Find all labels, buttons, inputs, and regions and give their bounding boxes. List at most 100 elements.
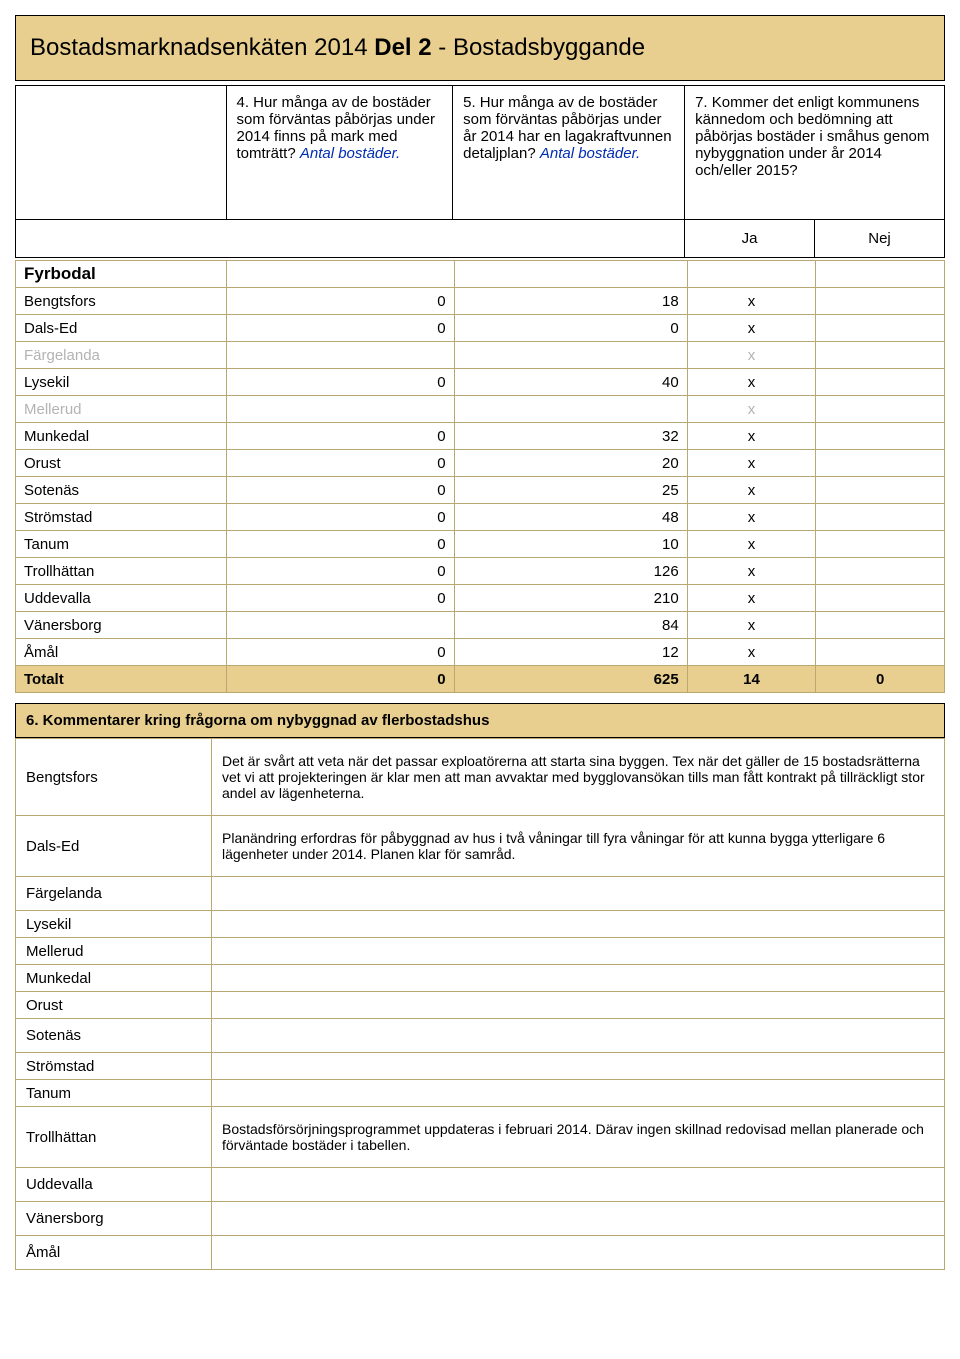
- cell-c4: [227, 342, 455, 369]
- cell-nej: [816, 558, 945, 585]
- comment-name: Orust: [16, 992, 212, 1019]
- comment-text: [212, 1019, 945, 1053]
- cell-ja: [687, 261, 816, 288]
- cell-ja: x: [687, 639, 816, 666]
- cell-c5: [454, 342, 687, 369]
- table-row: Munkedal032x: [16, 423, 945, 450]
- question-4: 4. Hur många av de bostäder som förvänta…: [226, 86, 453, 220]
- comment-row: Vänersborg: [16, 1202, 945, 1236]
- comment-text: [212, 877, 945, 911]
- cell-c5: 40: [454, 369, 687, 396]
- comment-text: Planändring erfordras för påbyggnad av h…: [212, 816, 945, 877]
- table-row: Vänersborg84x: [16, 612, 945, 639]
- table-row: Lysekil040x: [16, 369, 945, 396]
- cell-c4: 0: [227, 288, 455, 315]
- cell-c5: 126: [454, 558, 687, 585]
- table-row: Trollhättan0126x: [16, 558, 945, 585]
- cell-c5: 210: [454, 585, 687, 612]
- cell-name: Uddevalla: [16, 585, 227, 612]
- subhead-nej: Nej: [815, 220, 945, 258]
- cell-nej: [816, 612, 945, 639]
- comment-row: Uddevalla: [16, 1168, 945, 1202]
- cell-nej: [816, 342, 945, 369]
- comment-name: Uddevalla: [16, 1168, 212, 1202]
- q5-blue: Antal bostäder.: [540, 145, 640, 162]
- comment-row: Färgelanda: [16, 877, 945, 911]
- cell-c4: 0: [227, 477, 455, 504]
- cell-nej: [816, 261, 945, 288]
- cell-c5: 48: [454, 504, 687, 531]
- cell-ja: x: [687, 477, 816, 504]
- comment-text: [212, 1168, 945, 1202]
- comment-name: Tanum: [16, 1080, 212, 1107]
- cell-c4: [227, 612, 455, 639]
- cell-name: Lysekil: [16, 369, 227, 396]
- cell-nej: 0: [816, 666, 945, 693]
- table-row: Bengtsfors018x: [16, 288, 945, 315]
- table-row: Orust020x: [16, 450, 945, 477]
- cell-name: Bengtsfors: [16, 288, 227, 315]
- comment-row: Mellerud: [16, 938, 945, 965]
- cell-name: Fyrbodal: [16, 261, 227, 288]
- comment-text: [212, 965, 945, 992]
- comment-text: [212, 938, 945, 965]
- cell-ja: x: [687, 450, 816, 477]
- comment-text: Bostadsförsörjningsprogrammet uppdateras…: [212, 1107, 945, 1168]
- comment-name: Vänersborg: [16, 1202, 212, 1236]
- cell-c5: 625: [454, 666, 687, 693]
- cell-c4: 0: [227, 585, 455, 612]
- cell-ja: x: [687, 342, 816, 369]
- cell-c5: 0: [454, 315, 687, 342]
- cell-c5: [454, 261, 687, 288]
- cell-c5: 25: [454, 477, 687, 504]
- cell-name: Trollhättan: [16, 558, 227, 585]
- comment-header: 6. Kommentarer kring frågorna om nybyggn…: [15, 703, 945, 738]
- table-row: Tanum010x: [16, 531, 945, 558]
- cell-name: Totalt: [16, 666, 227, 693]
- comment-row: Sotenäs: [16, 1019, 945, 1053]
- question-5: 5. Hur många av de bostäder som förvänta…: [453, 86, 685, 220]
- comment-row: Tanum: [16, 1080, 945, 1107]
- table-row: Dals-Ed00x: [16, 315, 945, 342]
- subhead-blank2: [226, 220, 453, 258]
- subhead-blank1: [16, 220, 227, 258]
- section-row: Fyrbodal: [16, 261, 945, 288]
- comment-row: BengtsforsDet är svårt att veta när det …: [16, 739, 945, 816]
- comment-text: Det är svårt att veta när det passar exp…: [212, 739, 945, 816]
- comment-row: Orust: [16, 992, 945, 1019]
- cell-name: Munkedal: [16, 423, 227, 450]
- cell-name: Strömstad: [16, 504, 227, 531]
- cell-name: Mellerud: [16, 396, 227, 423]
- cell-name: Sotenäs: [16, 477, 227, 504]
- comment-text: [212, 911, 945, 938]
- comment-row: Åmål: [16, 1236, 945, 1270]
- comment-text: [212, 1053, 945, 1080]
- title-bold: Del 2: [374, 34, 431, 61]
- page-title: Bostadsmarknadsenkäten 2014 Del 2 - Bost…: [15, 15, 945, 81]
- cell-ja: x: [687, 396, 816, 423]
- cell-name: Tanum: [16, 531, 227, 558]
- cell-c4: 0: [227, 558, 455, 585]
- comment-name: Sotenäs: [16, 1019, 212, 1053]
- cell-name: Färgelanda: [16, 342, 227, 369]
- cell-nej: [816, 504, 945, 531]
- title-suffix: - Bostadsbyggande: [432, 34, 645, 61]
- question-blank: [16, 86, 227, 220]
- table-row: Färgelanda x: [16, 342, 945, 369]
- cell-ja: x: [687, 558, 816, 585]
- question-7: 7. Kommer det enligt kommunens kännedom …: [685, 86, 945, 220]
- cell-ja: x: [687, 504, 816, 531]
- cell-c5: [454, 396, 687, 423]
- cell-ja: x: [687, 288, 816, 315]
- cell-c4: 0: [227, 369, 455, 396]
- cell-nej: [816, 423, 945, 450]
- comment-name: Dals-Ed: [16, 816, 212, 877]
- comment-row: Lysekil: [16, 911, 945, 938]
- cell-c5: 10: [454, 531, 687, 558]
- subhead-blank3: [453, 220, 685, 258]
- comment-name: Mellerud: [16, 938, 212, 965]
- cell-c5: 32: [454, 423, 687, 450]
- comment-name: Bengtsfors: [16, 739, 212, 816]
- cell-ja: x: [687, 315, 816, 342]
- comment-row: Dals-EdPlanändring erfordras för påbyggn…: [16, 816, 945, 877]
